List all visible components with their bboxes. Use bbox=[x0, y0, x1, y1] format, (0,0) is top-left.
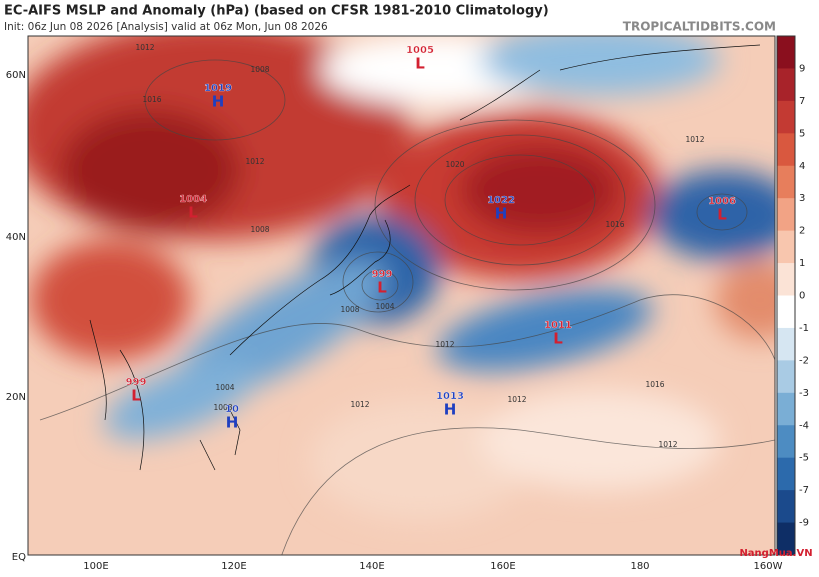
colorbar-segment bbox=[777, 230, 795, 264]
map-frame bbox=[27, 35, 776, 556]
colorbar-segment bbox=[777, 165, 795, 199]
isobar-label: 1008 bbox=[250, 225, 269, 234]
system-letter: L bbox=[188, 204, 198, 222]
colorbar-tick-label: -2 bbox=[799, 355, 809, 366]
colorbar-segment bbox=[777, 133, 795, 167]
system-letter: H bbox=[226, 414, 239, 432]
colorbar-tick-label: 9 bbox=[799, 63, 805, 74]
colorbar-segment bbox=[777, 457, 795, 491]
isobar-label: 1012 bbox=[245, 157, 264, 166]
colorbar-segment bbox=[777, 392, 795, 426]
system-value: 1006 bbox=[708, 196, 736, 207]
colorbar-tick-label: -9 bbox=[799, 518, 809, 529]
subtitle: Init: 06z Jun 08 2026 [Analysis] valid a… bbox=[4, 21, 328, 33]
colorbar-tick-label: 4 bbox=[799, 161, 805, 172]
colorbar-segment bbox=[777, 360, 795, 394]
colorbar-segment bbox=[777, 522, 795, 556]
system-value: 1019 bbox=[204, 83, 232, 94]
lat-label: 20N bbox=[6, 392, 26, 403]
lat-label: 60N bbox=[6, 70, 26, 81]
lon-label: 100E bbox=[83, 561, 108, 572]
isobar-label: 1012 bbox=[350, 400, 369, 409]
system-value: 1022 bbox=[487, 195, 515, 206]
lon-label: 160W bbox=[754, 561, 783, 572]
colorbar-tick-label: -7 bbox=[799, 485, 809, 496]
isobar-label: 1004 bbox=[215, 383, 234, 392]
colorbar-tick-label: 2 bbox=[799, 226, 805, 237]
colorbar-tick-label: 0 bbox=[799, 291, 805, 302]
colorbar-tick-label: 3 bbox=[799, 193, 805, 204]
title: EC-AIFS MSLP and Anomaly (hPa) (based on… bbox=[4, 4, 549, 19]
isobar-label: 1016 bbox=[605, 220, 624, 229]
colorbar-segment bbox=[777, 263, 795, 296]
isobar-label: 1008 bbox=[340, 305, 359, 314]
isobar-label: 1012 bbox=[135, 43, 154, 52]
system-value: 1005 bbox=[406, 45, 434, 56]
colorbar-segment bbox=[777, 490, 795, 524]
colorbar-tick-label: -5 bbox=[799, 453, 809, 464]
colorbar-tick-label: 7 bbox=[799, 96, 805, 107]
watermark: NangMua.VN bbox=[739, 548, 812, 559]
system-letter: L bbox=[415, 55, 425, 73]
system-letter: H bbox=[444, 401, 457, 419]
isobar-label: 1008 bbox=[250, 65, 269, 74]
isobar-label: 1016 bbox=[142, 95, 161, 104]
colorbar-segment bbox=[777, 100, 795, 134]
isobar-label: 1004 bbox=[375, 302, 394, 311]
system-value: 1013 bbox=[436, 391, 464, 402]
system-letter: H bbox=[212, 93, 225, 111]
colorbar-segment bbox=[777, 36, 795, 69]
colorbar-tick-label: -4 bbox=[799, 420, 809, 431]
system-value: 1004 bbox=[179, 194, 207, 205]
colorbar-segment bbox=[777, 68, 795, 102]
isobar-label: 1012 bbox=[658, 440, 677, 449]
system-letter: H bbox=[495, 205, 508, 223]
lat-label: 40N bbox=[6, 232, 26, 243]
lon-label: 180 bbox=[630, 561, 649, 572]
colorbar-frame bbox=[776, 35, 796, 556]
system-letter: L bbox=[131, 387, 141, 405]
lon-label: 140E bbox=[359, 561, 384, 572]
isobar-label: 1020 bbox=[445, 160, 464, 169]
system-letter: L bbox=[717, 206, 727, 224]
colorbar-tick-label: 5 bbox=[799, 128, 805, 139]
isobar-label: 1012 bbox=[507, 395, 526, 404]
site: TROPICALTIDBITS.COM bbox=[623, 20, 776, 34]
colorbar: 9 7 5 4 3 2 1 0 -1 -2 -3 -4 -5 -7 -9 bbox=[776, 35, 809, 556]
colorbar-tick-label: -3 bbox=[799, 388, 809, 399]
colorbar-segment bbox=[777, 198, 795, 232]
colorbar-segment bbox=[777, 327, 795, 361]
lon-label: 120E bbox=[221, 561, 246, 572]
colorbar-tick-label: -1 bbox=[799, 323, 809, 334]
system-letter: L bbox=[377, 279, 387, 297]
system-value: 999 bbox=[126, 377, 147, 388]
colorbar-segment bbox=[777, 425, 795, 459]
lat-label: EQ bbox=[12, 552, 26, 563]
isobar-label: 1012 bbox=[685, 135, 704, 144]
system-value: 10 bbox=[225, 404, 239, 415]
colorbar-tick-label: 1 bbox=[799, 258, 805, 269]
system-value: 999 bbox=[372, 269, 393, 280]
system-value: 1011 bbox=[544, 320, 572, 331]
map bbox=[28, 36, 775, 555]
isobar-label: 1016 bbox=[645, 380, 664, 389]
isobar-label: 1008 bbox=[213, 403, 232, 412]
lon-label: 160E bbox=[490, 561, 515, 572]
system-letter: L bbox=[553, 330, 563, 348]
isobar-label: 1012 bbox=[435, 340, 454, 349]
colorbar-segment bbox=[777, 295, 795, 329]
